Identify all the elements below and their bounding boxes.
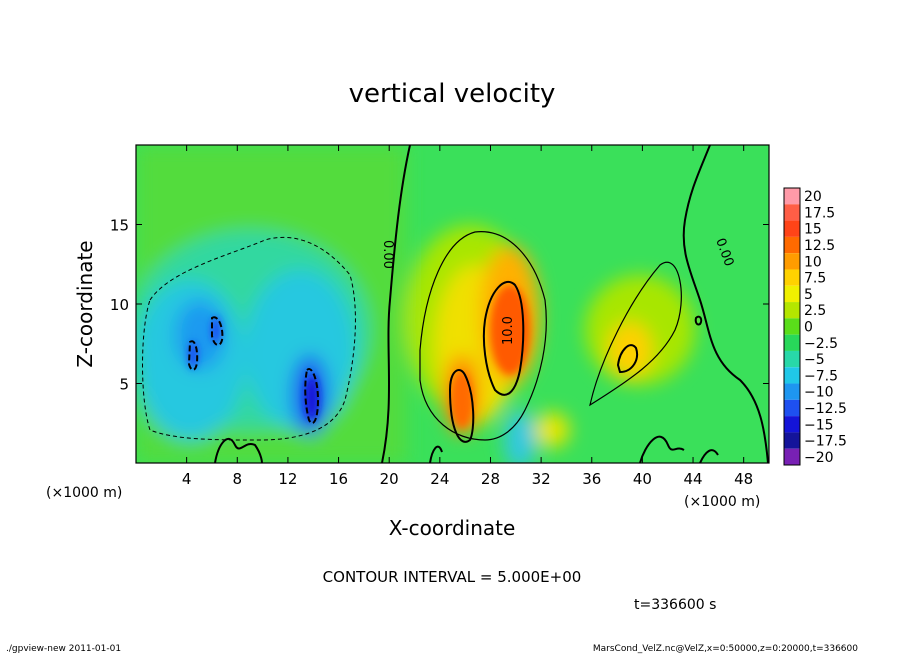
footer-left: ./gpview-new 2011-01-01 — [6, 644, 121, 654]
colorbar-swatch — [784, 188, 800, 205]
chart-title: vertical velocity — [349, 79, 556, 109]
contour-interval-text: CONTOUR INTERVAL = 5.000E+00 — [323, 568, 582, 586]
colorbar-label: −10 — [804, 385, 834, 401]
colorbar-swatch — [784, 269, 800, 286]
colorbar-label: 5 — [804, 287, 813, 303]
plot-area: 0.00 10.0 0.00 — [135, 144, 770, 464]
contour-positive-5-right — [589, 261, 682, 407]
colorbar-swatch — [784, 448, 800, 465]
x-tick-label: 20 — [380, 470, 399, 488]
x-tick-label: 28 — [481, 470, 500, 488]
y-axis-label: Z-coordinate — [73, 240, 97, 367]
y-tick-label: 5 — [119, 376, 129, 394]
contour-label-ten: 10.0 — [501, 316, 516, 345]
contour-negative-10-a — [304, 368, 320, 425]
x-tick-label: 4 — [182, 470, 192, 488]
contour-small-right — [694, 315, 703, 326]
colorbar-label: 12.5 — [804, 238, 835, 254]
colorbar-label: 2.5 — [804, 303, 826, 319]
velocity-field — [136, 145, 695, 463]
x-tick-label: 48 — [734, 470, 753, 488]
time-text: t=336600 s — [634, 597, 716, 613]
x-tick-label: 8 — [233, 470, 243, 488]
colorbar-label: −12.5 — [804, 401, 847, 417]
colorbar-frame — [783, 187, 801, 466]
contour-positive-5 — [419, 231, 547, 441]
y-tick-label: 10 — [110, 296, 129, 314]
colorbar-label: 15 — [804, 222, 822, 238]
colorbar-swatch — [784, 334, 800, 351]
y-axis: 5 10 15 — [110, 217, 769, 394]
contour-positive-10-left — [448, 369, 475, 443]
contour-positive-10-right — [616, 344, 638, 374]
colorbar-label: 17.5 — [804, 205, 835, 221]
footer-right: MarsCond_VelZ.nc@VelZ,x=0:50000,z=0:2000… — [593, 644, 858, 654]
colorbar: 2017.51512.5107.552.50−2.5−5−7.5−10−12.5… — [783, 187, 847, 466]
colorbar-swatch — [784, 253, 800, 270]
contour-zero-right — [682, 145, 769, 463]
x-axis: 4 8 12 16 20 24 28 32 36 40 44 48 — [182, 145, 753, 488]
x-axis-unit-right: (×1000 m) — [684, 494, 760, 510]
colorbar-label: 10 — [804, 254, 822, 270]
colorbar-label: −17.5 — [804, 434, 847, 450]
x-axis-label: X-coordinate — [389, 516, 516, 540]
colorbar-label: −20 — [804, 450, 834, 466]
x-tick-label: 32 — [532, 470, 551, 488]
x-tick-label: 40 — [633, 470, 652, 488]
colorbar-label: −2.5 — [804, 336, 838, 352]
x-tick-label: 12 — [278, 470, 297, 488]
colorbar-swatch — [784, 204, 800, 221]
x-tick-label: 24 — [430, 470, 449, 488]
contour-zero-mid — [381, 145, 411, 463]
colorbar-swatch — [784, 416, 800, 433]
x-tick-label: 36 — [582, 470, 601, 488]
colorbar-swatch — [784, 367, 800, 384]
contour-label-zero-mid: 0.00 — [380, 240, 395, 269]
colorbar-swatch — [784, 350, 800, 368]
colorbar-swatch — [784, 220, 800, 237]
x-tick-label: 44 — [683, 470, 702, 488]
contour-positive-10 — [482, 280, 525, 396]
colorbar-swatch — [784, 432, 800, 449]
colorbar-swatch — [784, 399, 800, 417]
colorbar-label: 0 — [804, 320, 813, 336]
contour-negative-10-b — [187, 340, 199, 371]
x-axis-unit-left: (×1000 m) — [46, 485, 122, 501]
colorbar-label: −15 — [804, 417, 834, 433]
colorbar-swatch — [784, 318, 800, 335]
colorbar-swatch — [784, 285, 800, 303]
x-tick-label: 16 — [329, 470, 348, 488]
colorbar-swatch — [784, 383, 800, 400]
colorbar-label: −7.5 — [804, 368, 838, 384]
contour-bottom-wiggles — [214, 435, 719, 463]
colorbar-label: −5 — [804, 352, 825, 368]
colorbar-label: 7.5 — [804, 271, 826, 287]
colorbar-label: 20 — [804, 189, 822, 205]
colorbar-swatch — [784, 302, 800, 319]
colorbar-swatch — [784, 236, 800, 254]
y-tick-label: 15 — [110, 217, 129, 235]
contour-negative-10-c — [211, 316, 224, 346]
contour-lines — [142, 145, 769, 463]
